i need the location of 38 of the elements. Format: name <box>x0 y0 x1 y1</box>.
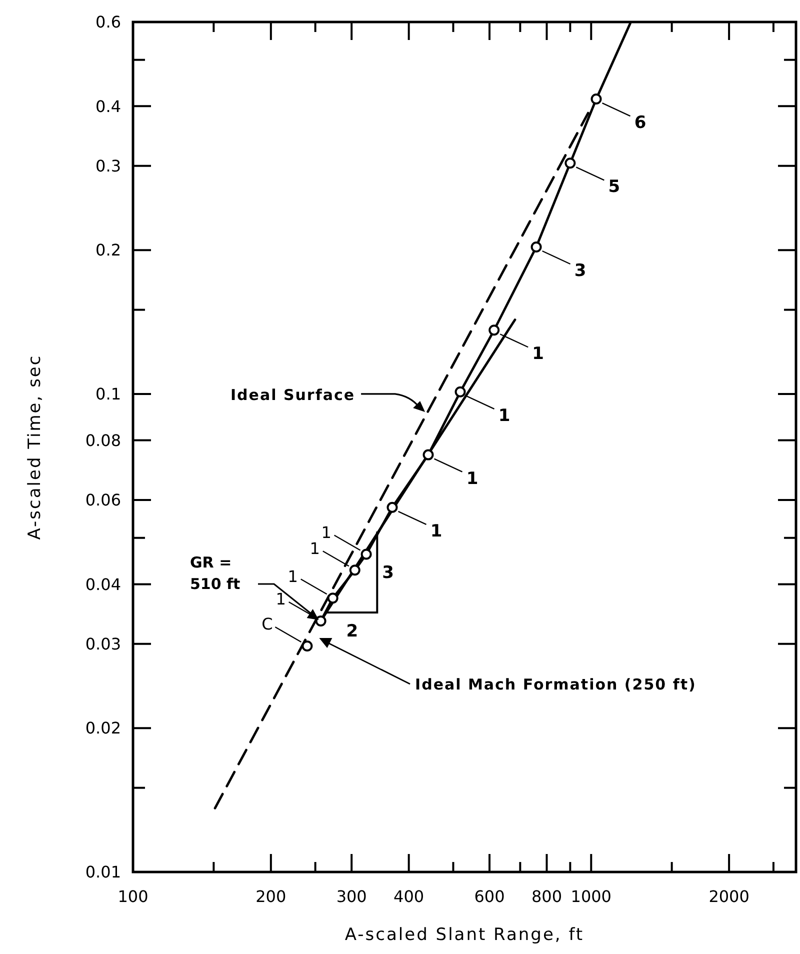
annotation: 3 <box>382 562 394 583</box>
y-tick-label: 0.4 <box>96 96 121 116</box>
x-axis-title: A-scaled Slant Range, ft <box>344 925 584 945</box>
x-tick-label: 1000 <box>570 887 612 906</box>
x-tick-label: 100 <box>118 887 148 906</box>
y-tick-label: 0.02 <box>85 718 121 738</box>
annotation: 1 <box>288 566 298 586</box>
annotation: 1 <box>532 344 544 364</box>
y-tick-label: 0.1 <box>96 384 121 404</box>
annotation: 6 <box>634 112 646 133</box>
annotation: Ideal Mach Formation (250 ft) <box>415 675 696 694</box>
y-tick-label: 0.08 <box>85 430 121 450</box>
y-tick-label: 0.3 <box>96 156 121 176</box>
annotation: 3 <box>574 260 586 281</box>
annotation: 1 <box>321 522 332 542</box>
y-tick-label: 0.2 <box>96 240 121 260</box>
x-tick-label: 200 <box>256 887 286 906</box>
x-tick-label: 400 <box>394 887 424 906</box>
annotation: 1 <box>430 521 442 542</box>
x-tick-label: 600 <box>474 887 505 906</box>
y-tick-label: 0.06 <box>85 490 121 510</box>
annotation: 1 <box>310 538 320 558</box>
annotation: 1 <box>498 406 510 426</box>
y-tick-label: 0.03 <box>85 634 121 654</box>
y-tick-label: 0.04 <box>85 574 121 594</box>
x-tick-label: 300 <box>336 887 367 906</box>
annotation: Ideal Surface <box>230 386 356 404</box>
annotation: GR = 510 ft <box>190 553 240 593</box>
x-tick-label: 800 <box>531 887 562 906</box>
annotation: 2 <box>346 621 358 642</box>
annotation: C <box>262 614 273 634</box>
annotation: 1 <box>276 590 286 609</box>
annotation: 5 <box>608 177 620 198</box>
x-tick-label: 2000 <box>708 887 750 906</box>
y-axis-title: A-scaled Time, sec <box>25 354 45 540</box>
y-tick-label: 0.01 <box>85 862 121 882</box>
annotation: 1 <box>466 468 478 489</box>
y-tick-label: 0.6 <box>96 12 121 32</box>
